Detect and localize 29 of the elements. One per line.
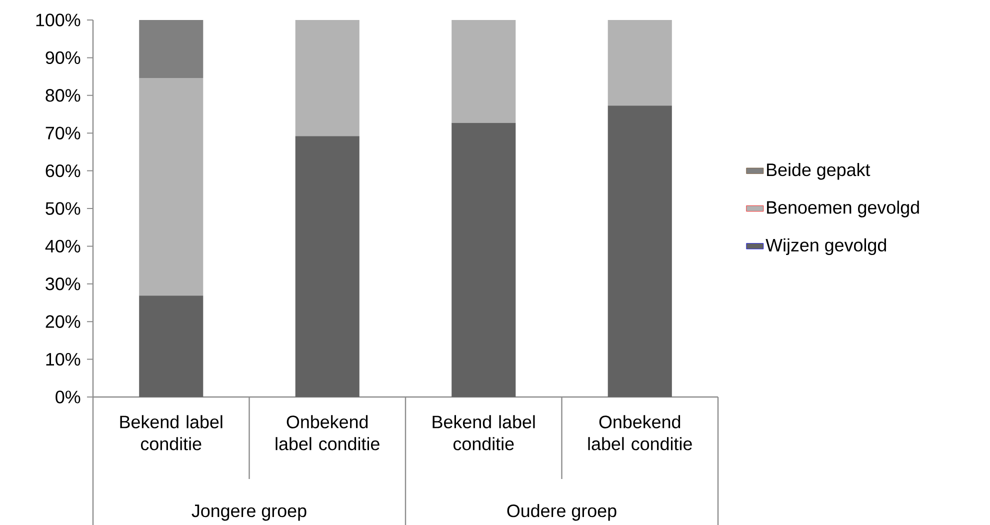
y-tick-label: 100% [36, 14, 80, 26]
text: Jongere groep [192, 504, 306, 521]
y-tick-label: 0% [56, 390, 80, 404]
y-tick-label: 30% [46, 278, 80, 290]
y-tick-label: 60% [46, 164, 80, 178]
legend-label: Benoemen gevolgd [767, 200, 919, 218]
x-tick-label: Onbekend label conditie [588, 415, 692, 450]
legend-label: Beide gepakt [767, 162, 870, 180]
bar [139, 78, 204, 296]
bar [608, 106, 672, 397]
legend-label: Wijzen gevolgd [766, 238, 886, 256]
y-tick-label: 90% [46, 51, 80, 64]
bar [139, 20, 204, 78]
x-tick-label: Bekend label conditie [432, 415, 535, 450]
bar [139, 296, 204, 397]
x-tick-label: Bekend label conditie [120, 415, 222, 450]
y-tick-label: 10% [46, 352, 80, 366]
bar [452, 20, 516, 123]
y-tick-label: 70% [46, 126, 80, 140]
y-tick-label: 50% [46, 202, 80, 215]
bar [295, 20, 360, 136]
bar [608, 20, 672, 106]
bar [295, 136, 360, 397]
y-tick-label: 80% [46, 89, 80, 102]
y-tick-label: 40% [45, 240, 80, 253]
y-tick-label: 20% [46, 315, 80, 328]
bar [452, 122, 516, 397]
text: Oudere groep [507, 504, 616, 521]
x-tick-label: Onbekend label conditie [276, 415, 380, 450]
